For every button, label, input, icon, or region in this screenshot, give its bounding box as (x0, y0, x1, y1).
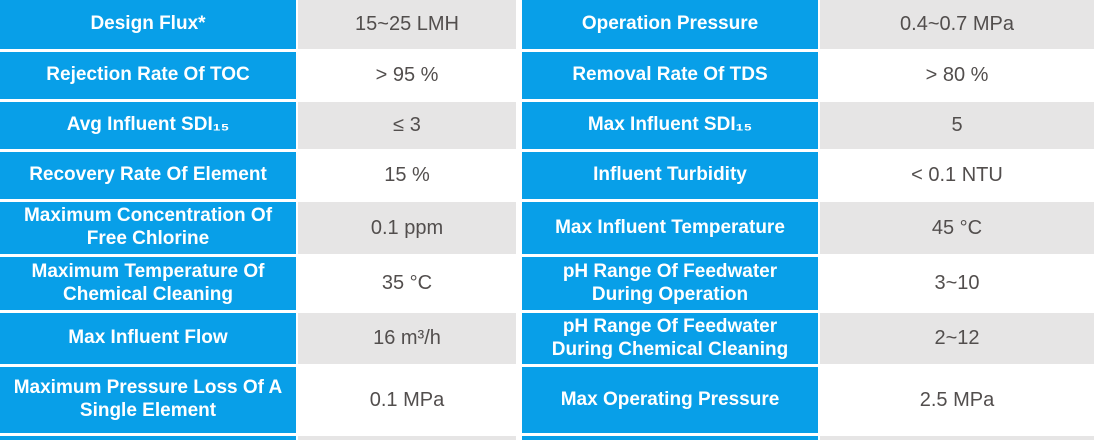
spec-label-cell: pH Range Of Feedwater During Chemical Cl… (522, 313, 818, 364)
spec-value-cell (298, 436, 516, 440)
table-row: Recovery Rate Of Element 15 % Influent T… (0, 152, 1094, 199)
spec-label-cell: Max Influent SDI₁₅ (522, 102, 818, 149)
spec-value-cell: 2~12 (820, 313, 1094, 364)
table-row: Rejection Rate Of TOC > 95 % Removal Rat… (0, 52, 1094, 99)
spec-value-cell: ≤ 3 (298, 102, 516, 149)
spec-label-cell: Maximum Concentration Of Free Chlorine (0, 202, 296, 254)
table-row: Maximum Pressure Loss Of A Single Elemen… (0, 367, 1094, 433)
spec-label-cell: Max Influent Temperature (522, 202, 818, 254)
spec-label-cell: Removal Rate Of TDS (522, 52, 818, 99)
spec-label-cell: Operation Pressure (522, 0, 818, 49)
spec-value-cell: 2.5 MPa (820, 367, 1094, 433)
table-row: Avg Influent SDI₁₅ ≤ 3 Max Influent SDI₁… (0, 102, 1094, 149)
spec-label-cell: Design Flux* (0, 0, 296, 49)
spec-value-cell: 0.1 MPa (298, 367, 516, 433)
spec-label-cell: Rejection Rate Of TOC (0, 52, 296, 99)
table-row: Max Influent Flow 16 m³/h pH Range Of Fe… (0, 313, 1094, 364)
spec-value-cell: 15 % (298, 152, 516, 199)
spec-label-cell: Max Influent Flow (0, 313, 296, 364)
spec-value-cell: 0.4~0.7 MPa (820, 0, 1094, 49)
spec-label-cell: Avg Influent SDI₁₅ (0, 102, 296, 149)
spec-label-cell: Maximum Temperature Of Chemical Cleaning (0, 257, 296, 310)
spec-label-cell: pH Range Of Feedwater During Operation (522, 257, 818, 310)
table-row: Maximum Concentration Of Free Chlorine 0… (0, 202, 1094, 254)
spec-label-cell (0, 436, 296, 440)
spec-value-cell: > 95 % (298, 52, 516, 99)
spec-label-cell: Influent Turbidity (522, 152, 818, 199)
spec-label-cell: Recovery Rate Of Element (0, 152, 296, 199)
spec-value-cell: 35 °C (298, 257, 516, 310)
spec-value-cell: > 80 % (820, 52, 1094, 99)
spec-value-cell: < 0.1 NTU (820, 152, 1094, 199)
spec-label-cell: Maximum Pressure Loss Of A Single Elemen… (0, 367, 296, 433)
spec-value-cell: 0.1 ppm (298, 202, 516, 254)
table-row: Design Flux* 15~25 LMH Operation Pressur… (0, 0, 1094, 49)
spec-value-cell: 45 °C (820, 202, 1094, 254)
spec-value-cell: 3~10 (820, 257, 1094, 310)
spec-label-cell (522, 436, 818, 440)
spec-value-cell (820, 436, 1094, 440)
table-row: Maximum Temperature Of Chemical Cleaning… (0, 257, 1094, 310)
spec-value-cell: 15~25 LMH (298, 0, 516, 49)
spec-value-cell: 5 (820, 102, 1094, 149)
spec-label-cell: Max Operating Pressure (522, 367, 818, 433)
table-row-clipped (0, 436, 1094, 440)
spec-value-cell: 16 m³/h (298, 313, 516, 364)
